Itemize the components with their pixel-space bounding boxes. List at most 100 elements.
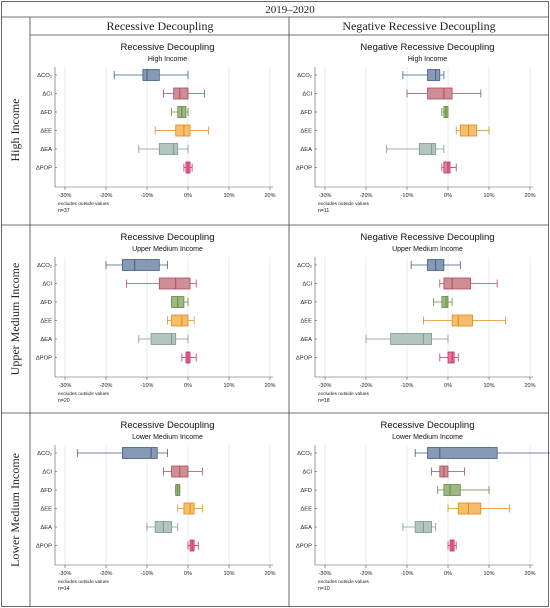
category-label: ΔEA — [300, 337, 312, 343]
box — [171, 314, 189, 327]
x-tick-label: -20% — [360, 571, 373, 577]
x-tick-label: -30% — [319, 571, 332, 577]
x-tick-label: 0% — [184, 383, 192, 389]
sample-size: n=11 — [318, 208, 329, 214]
x-tick-label: -10% — [401, 193, 414, 199]
panel-title: Recessive Decoupling — [121, 42, 215, 53]
x-tick-label: -30% — [59, 193, 72, 199]
panel-title: Negative Recessive Decoupling — [360, 42, 494, 53]
x-tick-label: -10% — [401, 383, 414, 389]
x-tick-label: 10% — [223, 193, 234, 199]
sample-size: n=10 — [318, 586, 330, 592]
x-tick-label: 10% — [223, 383, 234, 389]
category-label: ΔPOP — [36, 544, 52, 550]
box — [158, 277, 191, 290]
box — [427, 447, 498, 459]
sample-size: n=37 — [58, 208, 70, 214]
x-tick-label: -20% — [360, 383, 373, 389]
category-label: ΔFD — [300, 300, 312, 306]
x-tick-label: -10% — [401, 571, 414, 577]
x-tick-label: -30% — [59, 383, 72, 389]
panel-2: Negative Recessive Decoupling High Income… — [296, 42, 536, 214]
box — [427, 69, 441, 81]
panel-subtitle: Lower Medium Income — [392, 434, 463, 441]
category-label: ΔCO₂ — [297, 73, 312, 79]
category-label: ΔEA — [300, 147, 312, 153]
box — [451, 314, 474, 327]
box — [447, 351, 455, 364]
category-label: ΔFD — [300, 488, 312, 494]
panel-subtitle: Upper Medium Income — [392, 246, 463, 253]
footnote: excludes outside values — [58, 391, 110, 397]
footnote: excludes outside values — [58, 201, 110, 207]
category-label: ΔEA — [40, 147, 52, 153]
category-label: ΔPOP — [36, 356, 52, 362]
category-label: ΔCO₂ — [297, 451, 312, 457]
box — [443, 484, 461, 496]
x-tick-label: 20% — [264, 571, 275, 577]
panel-5: Recessive Decoupling Lower Medium Income -… — [36, 420, 276, 592]
category-label: ΔPOP — [296, 356, 312, 362]
category-label: ΔFD — [300, 110, 312, 116]
category-label: ΔEE — [300, 319, 312, 325]
panel-4: Negative Recessive Decoupling Upper Mediu… — [296, 232, 536, 404]
period-header: 2019–2020 — [265, 4, 315, 16]
x-tick-label: 20% — [524, 193, 535, 199]
x-tick-label: 20% — [264, 193, 275, 199]
box — [457, 502, 482, 515]
x-tick-label: -20% — [360, 193, 373, 199]
panel-subtitle: High Income — [408, 56, 447, 63]
category-label: ΔEE — [40, 507, 52, 513]
x-tick-label: 10% — [483, 383, 494, 389]
panel-title: Recessive Decoupling — [121, 232, 215, 243]
x-tick-label: -30% — [59, 571, 72, 577]
box — [390, 333, 433, 345]
box — [183, 502, 195, 515]
x-tick-label: 20% — [524, 383, 535, 389]
box — [158, 143, 179, 155]
category-label: ΔFD — [40, 488, 52, 494]
panel-title: Recessive Decoupling — [381, 420, 475, 431]
box — [150, 333, 177, 345]
category-label: ΔEA — [40, 337, 52, 343]
x-tick-label: 0% — [444, 193, 452, 199]
category-label: ΔCO₂ — [37, 263, 52, 269]
category-label: ΔCI — [302, 282, 312, 288]
x-tick-label: 20% — [524, 571, 535, 577]
x-tick-label: -30% — [319, 193, 332, 199]
sample-size: n=18 — [318, 398, 330, 404]
panel-subtitle: Lower Medium Income — [132, 434, 203, 441]
category-label: ΔEE — [40, 129, 52, 135]
sample-size: n=20 — [58, 398, 70, 404]
panels: Recessive Decoupling High Income -30% -20% -… — [36, 42, 550, 592]
box — [443, 277, 471, 290]
footnote: excludes outside values — [58, 579, 110, 585]
x-tick-label: 0% — [444, 383, 452, 389]
x-tick-label: -20% — [100, 383, 113, 389]
x-tick-label: 0% — [184, 193, 192, 199]
panel-3: Recessive Decoupling Upper Medium Income -… — [36, 232, 276, 404]
category-label: ΔCI — [302, 470, 312, 476]
category-label: ΔEA — [300, 525, 312, 531]
category-label: ΔCI — [302, 92, 312, 98]
category-label: ΔFD — [40, 110, 52, 116]
x-tick-label: -30% — [319, 383, 332, 389]
box — [122, 447, 158, 459]
category-label: ΔEA — [40, 525, 52, 531]
x-tick-label: -10% — [141, 193, 154, 199]
x-tick-label: -20% — [100, 571, 113, 577]
category-label: ΔCO₂ — [297, 263, 312, 269]
category-label: ΔEE — [300, 129, 312, 135]
box — [122, 259, 160, 271]
box — [443, 161, 451, 174]
footnote: excludes outside values — [318, 579, 370, 585]
panel-title: Recessive Decoupling — [121, 420, 215, 431]
box — [427, 87, 453, 100]
panel-1: Recessive Decoupling High Income -30% -20% -… — [36, 42, 276, 214]
panel-subtitle: Upper Medium Income — [132, 246, 203, 253]
category-label: ΔCO₂ — [37, 73, 52, 79]
category-label: ΔCI — [42, 92, 52, 98]
